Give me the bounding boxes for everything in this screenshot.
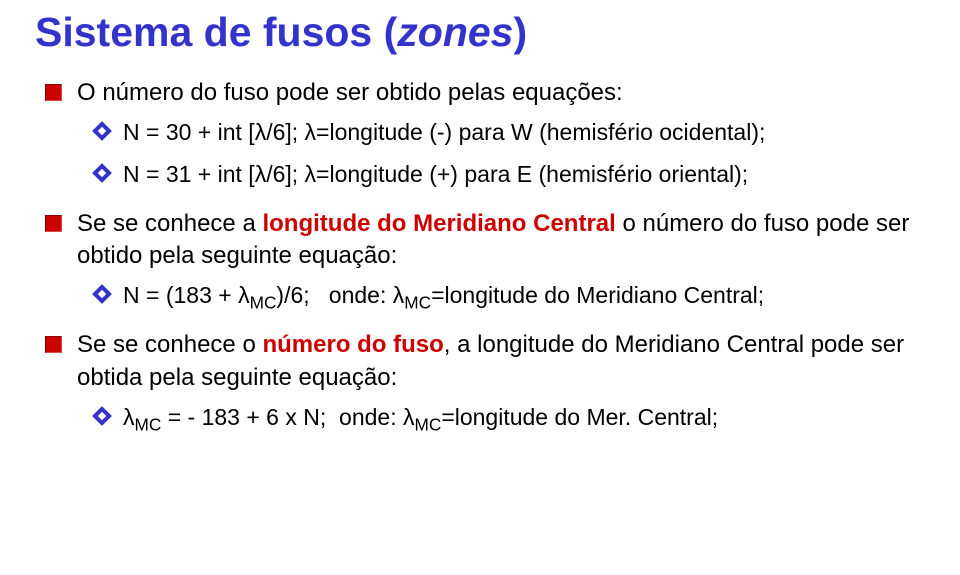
item-pre: Se se conhece o (77, 331, 262, 358)
list-item: Se se conhece a longitude do Meridiano C… (45, 208, 925, 312)
title-prefix: Sistema de fusos ( (35, 9, 397, 55)
item-highlight: número do fuso (262, 331, 443, 358)
sub-item: N = 31 + int [λ/6]; λ=longitude (+) para… (95, 159, 925, 190)
sub-list: λMC = - 183 + 6 x N; onde: λMC=longitude… (95, 402, 925, 433)
sub-item: N = 30 + int [λ/6]; λ=longitude (-) para… (95, 117, 925, 148)
sub-item: N = (183 + λMC)/6; onde: λMC=longitude d… (95, 280, 925, 311)
item-highlight: longitude do Meridiano Central (262, 210, 615, 237)
sub-item: λMC = - 183 + 6 x N; onde: λMC=longitude… (95, 402, 925, 433)
list-item: O número do fuso pode ser obtido pelas e… (45, 77, 925, 189)
page-title: Sistema de fusos (zones) (35, 10, 925, 55)
title-italic: zones (397, 9, 513, 55)
item-pre: Se se conhece a (77, 210, 262, 237)
list-item: Se se conhece o número do fuso, a longit… (45, 329, 925, 433)
sub-list: N = (183 + λMC)/6; onde: λMC=longitude d… (95, 280, 925, 311)
sub-list: N = 30 + int [λ/6]; λ=longitude (-) para… (95, 117, 925, 189)
title-suffix: ) (513, 9, 527, 55)
main-list: O número do fuso pode ser obtido pelas e… (45, 77, 925, 433)
item-text: O número do fuso pode ser obtido pelas e… (77, 79, 623, 106)
